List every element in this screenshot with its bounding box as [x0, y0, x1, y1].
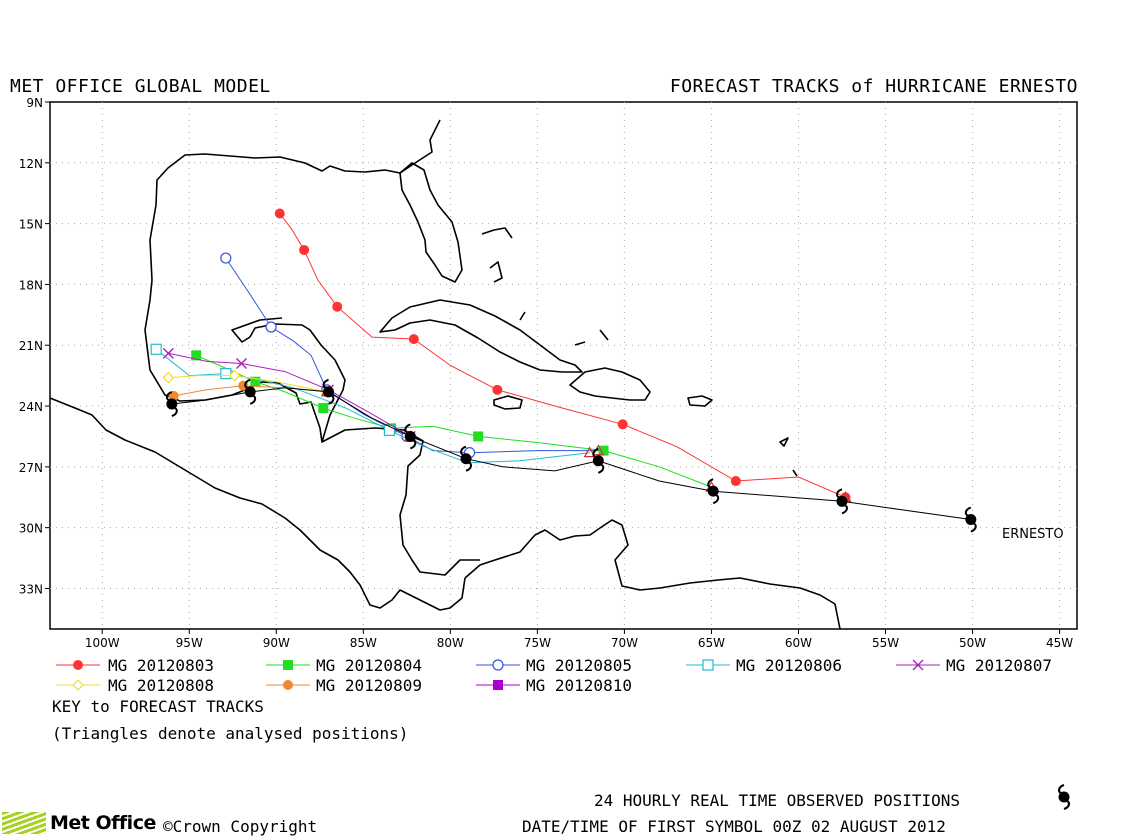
lon-tick-label: 75W: [524, 636, 551, 650]
legend-item-20120810: MG 20120810: [526, 676, 632, 695]
lat-tick-label: 33N: [19, 582, 43, 596]
legend-item-20120807: MG 20120807: [946, 656, 1052, 675]
forecast-point: [265, 321, 277, 333]
hurricane-symbol-icon: [592, 447, 605, 474]
forecast-point: [318, 403, 329, 414]
hurricane-symbol-icon: [322, 378, 335, 405]
legend-marker: [72, 679, 84, 691]
forecast-point: [162, 371, 175, 384]
storm-label: ERNESTO: [1002, 527, 1064, 542]
hispaniola-coast: [569, 367, 651, 401]
lon-tick-label: 90W: [263, 636, 290, 650]
legend-item-20120803: MG 20120803: [108, 656, 214, 675]
lat-tick-label: 18N: [19, 278, 43, 292]
graticule: [45, 101, 1077, 634]
legend-marker: [702, 659, 714, 671]
bahamas-coast: [481, 227, 609, 346]
lon-tick-label: 65W: [698, 636, 725, 650]
forecast-line-4: [168, 352, 411, 437]
observed-positions-label: 24 HOURLY REAL TIME OBSERVED POSITIONS: [594, 791, 961, 810]
legend-item-20120806: MG 20120806: [736, 656, 842, 675]
analysed-triangle: [583, 446, 596, 458]
forecast-point: [274, 208, 285, 219]
legend-key-title: KEY to FORECAST TRACKS: [52, 697, 264, 716]
florida-coast: [399, 162, 463, 283]
hurricane-symbol-icon: [1057, 783, 1071, 810]
copyright-text: ©Crown Copyright: [163, 817, 318, 836]
legend-key-note: (Triangles denote analysed positions): [52, 724, 409, 743]
lon-tick-label: 60W: [785, 636, 812, 650]
hurricane-symbol-icon: [707, 478, 720, 505]
forecast-point: [250, 376, 261, 387]
puerto-rico-coast: [687, 395, 713, 407]
legend-item-20120808: MG 20120808: [108, 676, 214, 695]
forecast-line-0: [279, 213, 846, 498]
jamaica-coast: [493, 395, 523, 410]
lon-tick-label: 80W: [437, 636, 464, 650]
central-america-west: [49, 397, 466, 611]
forecast-point: [492, 384, 503, 395]
forecast-point: [220, 252, 232, 264]
met-office-logo-icon: [2, 812, 46, 834]
lat-tick-label: 30N: [19, 522, 43, 536]
legend-item-20120805: MG 20120805: [526, 656, 632, 675]
legend-markers: [56, 659, 940, 691]
hurricane-symbol-icon: [165, 391, 178, 417]
lon-tick-label: 100W: [85, 636, 120, 650]
model-title: MET OFFICE GLOBAL MODEL: [10, 76, 271, 97]
forecast-point: [235, 357, 247, 369]
legend-marker: [912, 659, 924, 671]
legend-item-20120804: MG 20120804: [316, 656, 422, 675]
legend-marker: [283, 660, 293, 670]
forecast-point: [383, 424, 396, 436]
hurricane-symbol-icon: [964, 506, 977, 533]
legend-marker: [283, 680, 293, 690]
lat-tick-label: 12N: [19, 157, 43, 171]
first-symbol-datetime: DATE/TIME OF FIRST SYMBOL 00Z 02 AUGUST …: [522, 817, 946, 836]
forecast-point: [150, 343, 162, 355]
forecast-point: [332, 301, 343, 312]
legend-marker: [492, 659, 504, 671]
lesser-antilles: [779, 437, 798, 477]
forecast-point: [473, 431, 484, 442]
forecast-point: [162, 347, 174, 359]
cuba-coast: [379, 299, 583, 373]
lon-tick-label: 70W: [611, 636, 638, 650]
chart-title: FORECAST TRACKS of HURRICANE ERNESTO: [669, 76, 1078, 97]
lat-tick-label: 27N: [19, 461, 43, 475]
hurricane-symbol-icon: [244, 378, 257, 405]
forecast-point: [299, 244, 310, 255]
south-america-coast: [464, 519, 841, 630]
axis-labels: 100W 95W 90W 85W 80W 75W 70W 65W 60W 55W 50W 45W 33N…: [19, 96, 1074, 650]
forecast-line-3: [155, 348, 590, 464]
forecast-point: [730, 476, 741, 487]
forecast-point: [168, 390, 179, 401]
lat-tick-label: 24N: [19, 400, 43, 414]
track-map: 100W 95W 90W 85W 80W 75W 70W 65W 60W 55W 50W 45W 33N…: [19, 96, 1078, 691]
lat-tick-label: 15N: [19, 218, 43, 232]
forecast-point: [191, 350, 202, 361]
lat-tick-label: 9N: [26, 96, 43, 110]
met-office-logo: Met Office: [2, 810, 156, 836]
lon-tick-label: 95W: [176, 636, 203, 650]
lon-tick-label: 85W: [350, 636, 377, 650]
hurricane-symbol-icon: [836, 488, 848, 515]
lon-tick-label: 55W: [872, 636, 899, 650]
forecast-point: [408, 334, 419, 345]
lon-tick-label: 45W: [1046, 636, 1073, 650]
forecast-point: [598, 445, 609, 456]
forecast-point: [228, 369, 241, 382]
forecast-point: [617, 419, 628, 430]
legend-item-20120809: MG 20120809: [316, 676, 422, 695]
observed-track: [165, 378, 977, 533]
legend-marker: [73, 660, 83, 670]
lat-tick-label: 21N: [19, 339, 43, 353]
hurricane-symbol-icon: [404, 423, 417, 450]
legend-marker: [493, 680, 503, 690]
hurricane-symbol-icon: [460, 445, 472, 472]
map-frame: [49, 101, 1078, 630]
forecast-point: [220, 368, 232, 380]
lon-tick-label: 50W: [959, 636, 986, 650]
